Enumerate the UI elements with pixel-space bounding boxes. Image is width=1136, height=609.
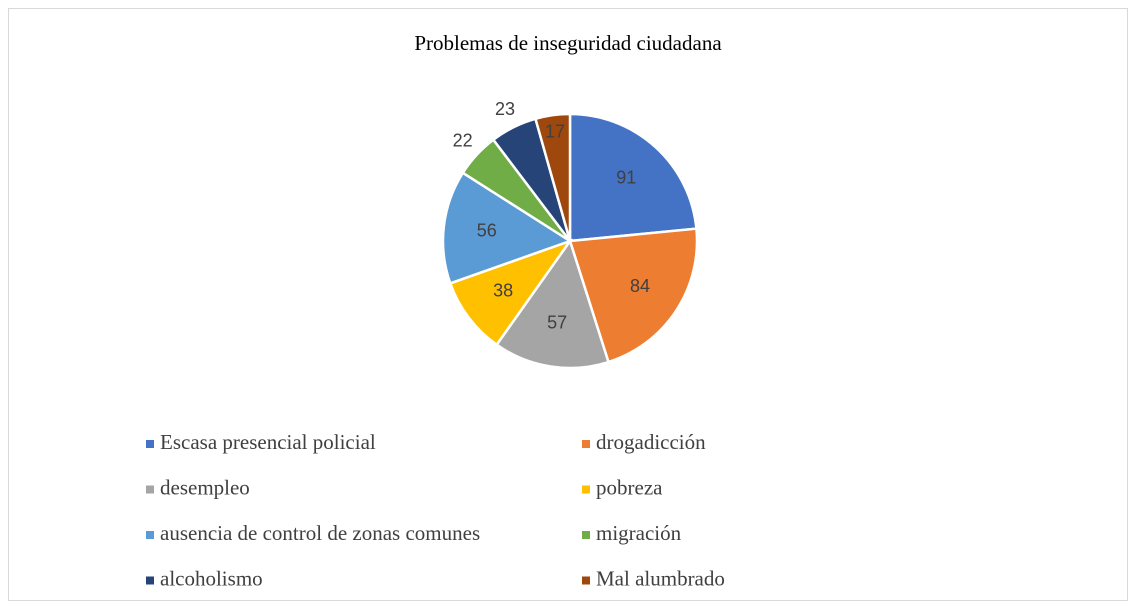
legend-swatch <box>146 485 154 494</box>
legend-label: pobreza <box>596 475 663 499</box>
pie-slice <box>448 238 574 347</box>
legend-swatch <box>582 440 590 448</box>
pie-slice <box>533 112 572 242</box>
legend-label: drogadicción <box>596 430 706 454</box>
data-label: 22 <box>453 131 473 151</box>
data-label: 38 <box>493 280 513 300</box>
legend-label: Mal alumbrado <box>596 566 725 590</box>
chart-title: Problemas de inseguridad ciudadana <box>414 31 722 55</box>
data-label: 56 <box>477 220 497 240</box>
legend-swatch <box>582 485 590 494</box>
pie-slice <box>568 227 699 364</box>
legend-swatch <box>582 576 590 585</box>
legend-swatch <box>582 531 590 539</box>
legend-label: desempleo <box>160 475 250 499</box>
pie-slice <box>441 171 573 285</box>
pie-slice <box>494 238 611 370</box>
legend-label: migración <box>596 521 682 545</box>
legend-label: ausencia de control de zonas comunes <box>160 521 480 545</box>
legend-swatch <box>146 576 154 585</box>
legend-swatch <box>146 531 154 539</box>
data-label: 57 <box>547 313 567 333</box>
legend-label: Escasa presencial policial <box>160 430 376 454</box>
legend-label: alcoholismo <box>160 566 263 590</box>
data-label: 84 <box>630 276 650 296</box>
data-label: 17 <box>545 122 565 142</box>
data-label: 23 <box>495 99 515 119</box>
legend-swatch <box>146 440 154 448</box>
pie-slice <box>568 112 698 243</box>
data-label: 91 <box>616 168 636 188</box>
